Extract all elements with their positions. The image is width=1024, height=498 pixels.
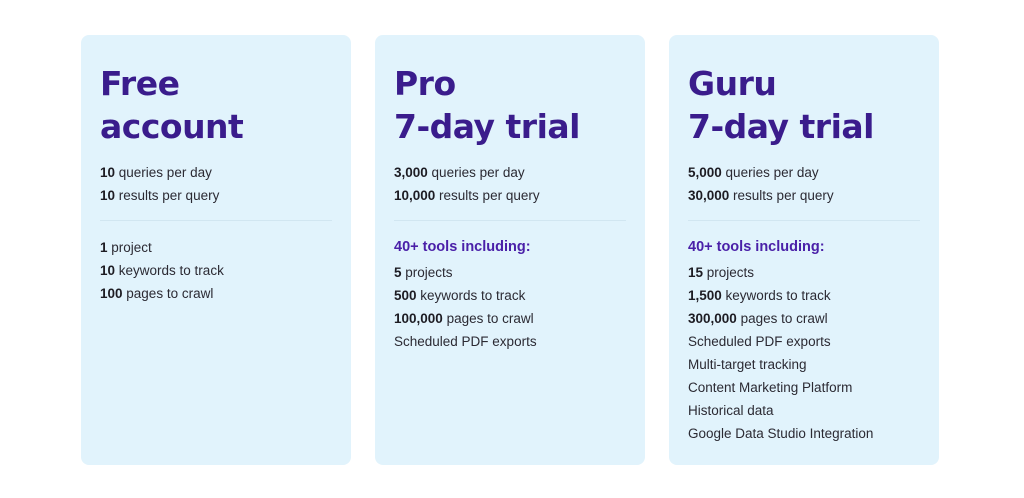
- quota-label: results per query: [729, 188, 834, 203]
- tools-heading: 40+ tools including:: [394, 239, 531, 255]
- feature-value: 100: [100, 286, 123, 301]
- feature-item: 500 keywords to track: [394, 284, 626, 307]
- feature-value: 300,000: [688, 311, 737, 326]
- feature-list: 5 projects 500 keywords to track 100,000…: [394, 261, 626, 353]
- plan-title: Guru 7-day trial: [688, 62, 920, 148]
- feature-list: 15 projects 1,500 keywords to track 300,…: [688, 261, 920, 445]
- feature-item: 1,500 keywords to track: [688, 284, 920, 307]
- feature-value: 1,500: [688, 288, 722, 303]
- feature-label: keywords to track: [115, 263, 224, 278]
- feature-label: projects: [401, 265, 453, 280]
- tools-heading: 40+ tools including:: [688, 239, 825, 255]
- feature-list: 1 project 10 keywords to track 100 pages…: [100, 236, 332, 305]
- divider: [688, 220, 920, 221]
- quota-label: results per query: [115, 188, 220, 203]
- pricing-plans: Free account 10 queries per day 10 resul…: [81, 35, 939, 465]
- feature-label: keywords to track: [416, 288, 526, 303]
- feature-label: pages to crawl: [442, 311, 534, 326]
- quota-label: queries per day: [721, 165, 819, 180]
- feature-label: Scheduled PDF exports: [688, 334, 831, 349]
- feature-label: Multi-target tracking: [688, 357, 807, 372]
- quota-value: 3,000: [394, 165, 428, 180]
- plan-title-line2: 7-day trial: [394, 107, 580, 146]
- plan-title-line2: 7-day trial: [688, 107, 874, 146]
- feature-item: Scheduled PDF exports: [688, 330, 920, 353]
- quota-item: 30,000 results per query: [688, 184, 920, 207]
- quota-value: 10,000: [394, 188, 436, 203]
- feature-label: project: [107, 240, 152, 255]
- feature-label: Historical data: [688, 403, 774, 418]
- feature-label: pages to crawl: [736, 311, 828, 326]
- quota-list: 5,000 queries per day 30,000 results per…: [688, 161, 920, 207]
- quota-item: 5,000 queries per day: [688, 161, 920, 184]
- feature-item: Multi-target tracking: [688, 353, 920, 376]
- feature-item: Google Data Studio Integration: [688, 422, 920, 445]
- feature-label: Google Data Studio Integration: [688, 426, 874, 441]
- feature-label: Scheduled PDF exports: [394, 334, 537, 349]
- quota-value: 30,000: [688, 188, 730, 203]
- feature-value: 15: [688, 265, 704, 280]
- feature-label: keywords to track: [721, 288, 831, 303]
- feature-item: Scheduled PDF exports: [394, 330, 626, 353]
- feature-item: 1 project: [100, 236, 332, 259]
- quota-value: 10: [100, 188, 116, 203]
- quota-value: 5,000: [688, 165, 722, 180]
- divider: [100, 220, 332, 221]
- plan-title: Free account: [100, 62, 332, 148]
- quota-label: queries per day: [427, 165, 525, 180]
- feature-item: Content Marketing Platform: [688, 376, 920, 399]
- feature-value: 500: [394, 288, 417, 303]
- feature-value: 1: [100, 240, 108, 255]
- feature-item: 100,000 pages to crawl: [394, 307, 626, 330]
- feature-label: Content Marketing Platform: [688, 380, 853, 395]
- quota-list: 3,000 queries per day 10,000 results per…: [394, 161, 626, 207]
- feature-label: pages to crawl: [122, 286, 214, 301]
- feature-item: Historical data: [688, 399, 920, 422]
- feature-value: 5: [394, 265, 402, 280]
- quota-label: queries per day: [115, 165, 212, 180]
- plan-card-pro: Pro 7-day trial 3,000 queries per day 10…: [375, 35, 645, 465]
- feature-value: 100,000: [394, 311, 443, 326]
- feature-value: 10: [100, 263, 116, 278]
- feature-item: 300,000 pages to crawl: [688, 307, 920, 330]
- feature-item: 100 pages to crawl: [100, 282, 332, 305]
- plan-title-line1: Pro: [394, 64, 456, 103]
- divider: [394, 220, 626, 221]
- quota-item: 3,000 queries per day: [394, 161, 626, 184]
- quota-item: 10 results per query: [100, 184, 332, 207]
- feature-item: 15 projects: [688, 261, 920, 284]
- plan-title: Pro 7-day trial: [394, 62, 626, 148]
- quota-list: 10 queries per day 10 results per query: [100, 161, 332, 207]
- quota-item: 10 queries per day: [100, 161, 332, 184]
- quota-item: 10,000 results per query: [394, 184, 626, 207]
- feature-item: 5 projects: [394, 261, 626, 284]
- plan-title-line1: Guru: [688, 64, 777, 103]
- plan-title-line2: account: [100, 107, 244, 146]
- quota-label: results per query: [435, 188, 540, 203]
- quota-value: 10: [100, 165, 116, 180]
- plan-title-line1: Free: [100, 64, 180, 103]
- feature-label: projects: [703, 265, 755, 280]
- plan-card-free: Free account 10 queries per day 10 resul…: [81, 35, 351, 465]
- feature-item: 10 keywords to track: [100, 259, 332, 282]
- plan-card-guru: Guru 7-day trial 5,000 queries per day 3…: [669, 35, 939, 465]
